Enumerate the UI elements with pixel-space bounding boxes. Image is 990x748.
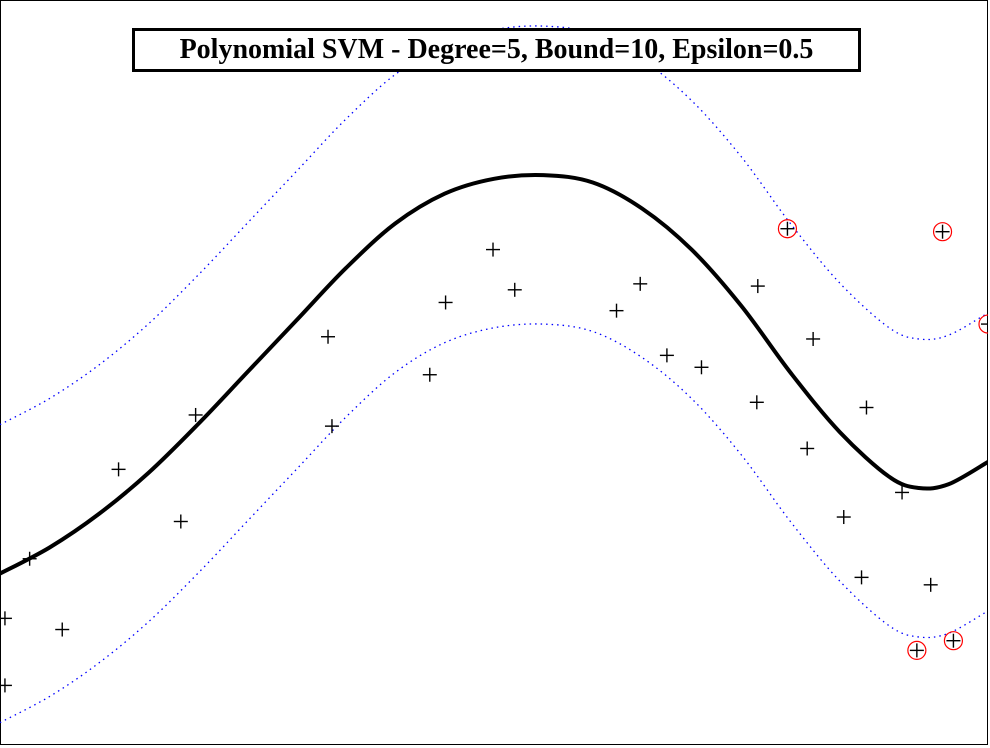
data-point xyxy=(859,400,874,415)
data-point xyxy=(438,295,453,310)
data-point xyxy=(836,510,851,525)
data-point xyxy=(55,622,70,637)
data-point xyxy=(0,611,12,626)
data-point xyxy=(750,279,765,294)
support-vector-point xyxy=(943,631,964,651)
data-point xyxy=(422,367,437,382)
data-point xyxy=(507,282,522,297)
regression-curve xyxy=(0,172,988,576)
data-point xyxy=(659,348,674,363)
data-point xyxy=(188,407,203,422)
support-vector-point xyxy=(978,314,988,334)
support-vector-ring xyxy=(932,222,953,242)
data-point xyxy=(486,242,501,257)
epsilon-tube-upper xyxy=(0,25,988,426)
data-point xyxy=(111,462,126,477)
data-point xyxy=(0,678,12,693)
data-point xyxy=(694,360,709,375)
data-point xyxy=(895,485,910,500)
data-point xyxy=(923,577,938,592)
data-point xyxy=(806,331,821,346)
support-vector-ring xyxy=(907,640,927,660)
data-point xyxy=(854,570,869,585)
data-point xyxy=(22,551,37,566)
support-vector-ring xyxy=(978,314,988,334)
data-point xyxy=(749,395,764,410)
data-point xyxy=(324,419,339,434)
support-vector-point xyxy=(777,219,798,239)
support-vector-point xyxy=(907,640,927,660)
data-point xyxy=(800,441,815,456)
data-point xyxy=(321,329,336,344)
data-point xyxy=(633,276,648,291)
support-vector-point xyxy=(932,222,953,242)
epsilon-tube-lower xyxy=(0,323,988,724)
chart-title: Polynomial SVM - Degree=5, Bound=10, Eps… xyxy=(132,28,861,72)
data-point xyxy=(173,514,188,529)
data-point xyxy=(609,303,624,318)
support-vector-ring xyxy=(777,219,798,239)
support-vector-ring xyxy=(943,631,964,651)
